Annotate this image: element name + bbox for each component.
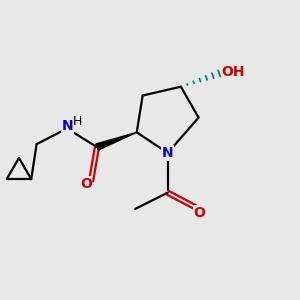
- Text: N: N: [62, 119, 74, 134]
- Text: H: H: [73, 115, 82, 128]
- Text: N: N: [162, 146, 173, 160]
- Polygon shape: [96, 132, 137, 150]
- Text: O: O: [193, 206, 205, 220]
- Text: O: O: [80, 177, 92, 191]
- Text: OH: OH: [221, 65, 245, 79]
